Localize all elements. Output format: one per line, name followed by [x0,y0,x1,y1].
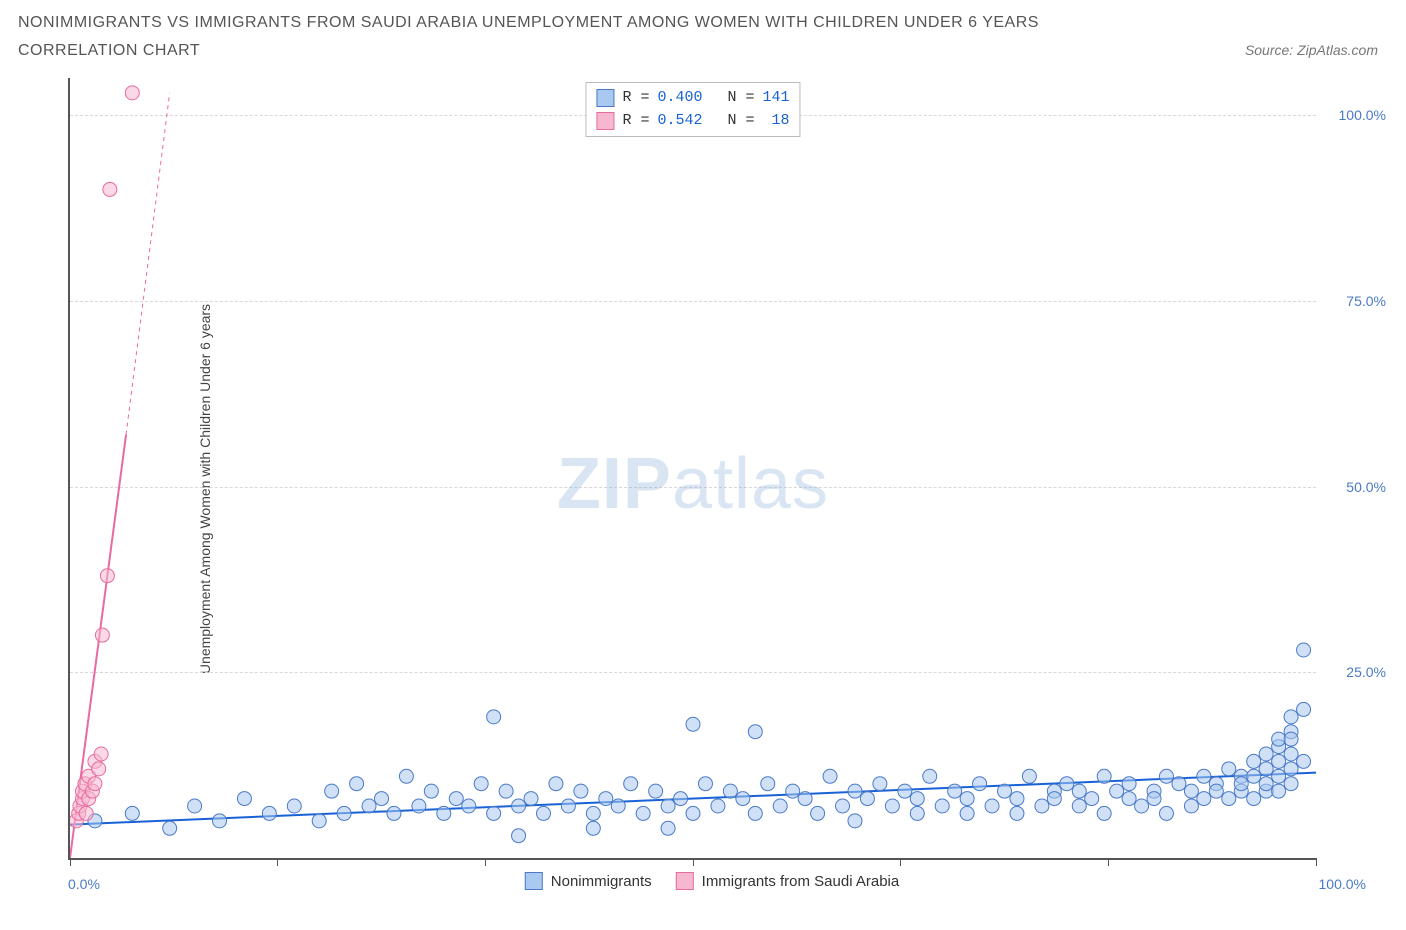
chart-header: NONIMMIGRANTS VS IMMIGRANTS FROM SAUDI A… [0,0,1406,60]
legend-row-immigrants: R = 0.542 N = 18 [596,110,789,133]
y-tick-label: 75.0% [1346,293,1386,309]
legend-row-nonimmigrants: R = 0.400 N = 141 [596,87,789,110]
y-tick-label: 100.0% [1339,107,1386,123]
correlation-legend: R = 0.400 N = 141 R = 0.542 N = 18 [585,82,800,137]
chart-title: NONIMMIGRANTS VS IMMIGRANTS FROM SAUDI A… [18,10,1388,36]
x-axis-max-label: 100.0% [1319,876,1366,892]
scatter-svg [70,78,1316,858]
legend-item-nonimmigrants: Nonimmigrants [525,872,652,890]
x-axis-min-label: 0.0% [68,876,100,892]
legend-swatch-pink [596,112,614,130]
chart-subtitle: CORRELATION CHART [18,42,200,60]
y-tick-label: 50.0% [1346,479,1386,495]
legend-swatch-blue-icon [525,872,543,890]
legend-item-immigrants: Immigrants from Saudi Arabia [676,872,900,890]
series-legend: Nonimmigrants Immigrants from Saudi Arab… [525,872,899,890]
plot-region: R = 0.400 N = 141 R = 0.542 N = 18 ZIPat… [68,78,1316,860]
y-tick-label: 25.0% [1346,664,1386,680]
source-attribution: Source: ZipAtlas.com [1245,42,1388,58]
legend-swatch-pink-icon [676,872,694,890]
chart-area: Unemployment Among Women with Children U… [28,78,1396,900]
legend-swatch-blue [596,89,614,107]
